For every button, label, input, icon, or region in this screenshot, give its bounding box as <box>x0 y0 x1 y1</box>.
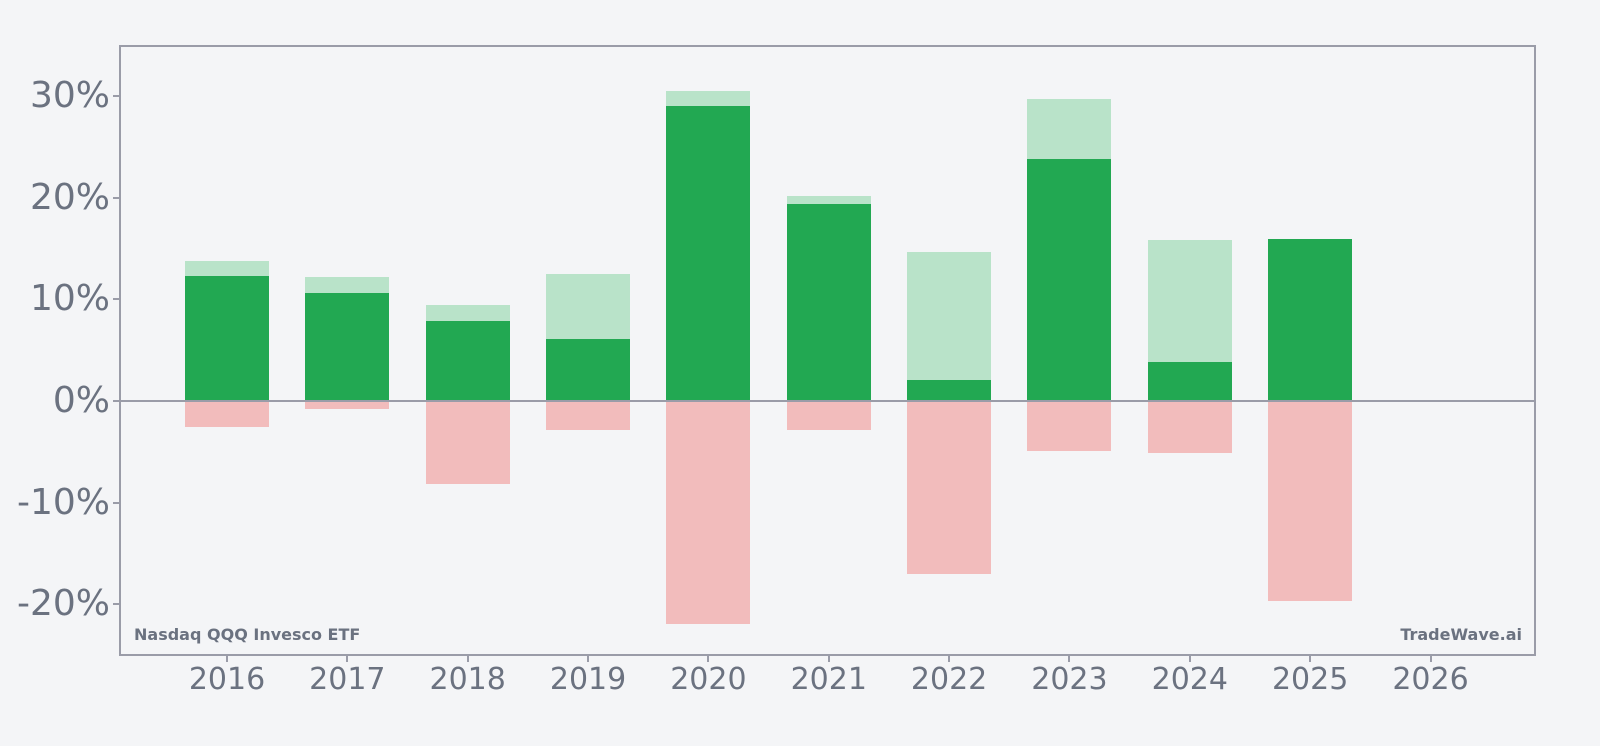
x-tick-label: 2020 <box>670 662 747 697</box>
x-tick-label: 2023 <box>1031 662 1108 697</box>
x-tick <box>1188 656 1191 662</box>
x-tick-label: 2019 <box>549 662 627 697</box>
x-tick-label: 2016 <box>188 662 266 697</box>
x-tick-label: 2024 <box>1151 662 1228 697</box>
x-tick <box>226 656 228 662</box>
bar-drawdown-2022 <box>907 401 992 574</box>
y-tick-label: -20% <box>16 583 110 625</box>
y-tick <box>113 400 119 402</box>
bar-return-2021 <box>786 203 871 401</box>
watermark-brand: TradeWave.ai <box>1400 625 1522 644</box>
x-tick <box>1309 656 1312 662</box>
x-tick <box>827 656 830 662</box>
x-tick <box>1429 656 1432 662</box>
x-tick <box>346 656 349 662</box>
x-tick-label: 2022 <box>910 662 988 697</box>
bar-return-2022 <box>907 379 992 401</box>
y-tick-label: 0% <box>52 380 110 421</box>
bar-drawdown-2020 <box>666 401 751 624</box>
x-tick-label: 2018 <box>429 662 506 697</box>
bar-return-2024 <box>1147 362 1232 401</box>
y-tick <box>113 298 119 301</box>
bar-drawdown-2018 <box>425 401 510 485</box>
x-tick-label: 2021 <box>790 662 867 697</box>
y-tick <box>113 95 119 98</box>
bar-drawdown-2021 <box>786 401 871 431</box>
x-tick <box>707 656 710 662</box>
x-tick <box>948 656 951 662</box>
x-tick-label: 2017 <box>309 662 386 697</box>
bar-return-2017 <box>305 293 390 401</box>
x-tick-label: 2026 <box>1392 662 1469 697</box>
bar-return-2019 <box>546 339 631 401</box>
bar-drawdown-2023 <box>1027 401 1112 451</box>
watermark-ticker: Nasdaq QQQ Invesco ETF <box>134 625 361 644</box>
x-tick <box>466 656 469 662</box>
x-tick-label: 2025 <box>1271 662 1349 697</box>
x-tick <box>1068 656 1071 662</box>
bar-drawdown-2025 <box>1268 401 1353 602</box>
bar-return-2023 <box>1027 159 1112 401</box>
plot-area <box>119 45 1536 656</box>
y-tick-label: -10% <box>16 481 110 523</box>
bar-max-gain-2022 <box>907 251 992 401</box>
y-tick-label: 20% <box>29 176 110 218</box>
bar-return-2020 <box>666 106 751 401</box>
zero-line <box>119 400 1536 402</box>
bar-return-2018 <box>425 320 510 401</box>
bar-drawdown-2017 <box>305 401 390 410</box>
y-tick <box>113 603 119 606</box>
bar-return-2016 <box>185 276 269 401</box>
bar-drawdown-2024 <box>1147 401 1232 453</box>
bar-return-2025 <box>1268 239 1353 401</box>
bar-drawdown-2016 <box>185 401 269 428</box>
x-tick <box>587 656 590 662</box>
y-tick-label: 30% <box>29 75 110 117</box>
y-tick <box>113 501 119 504</box>
bar-drawdown-2019 <box>546 401 631 431</box>
y-tick-label: 10% <box>29 278 110 320</box>
y-tick <box>113 196 119 199</box>
